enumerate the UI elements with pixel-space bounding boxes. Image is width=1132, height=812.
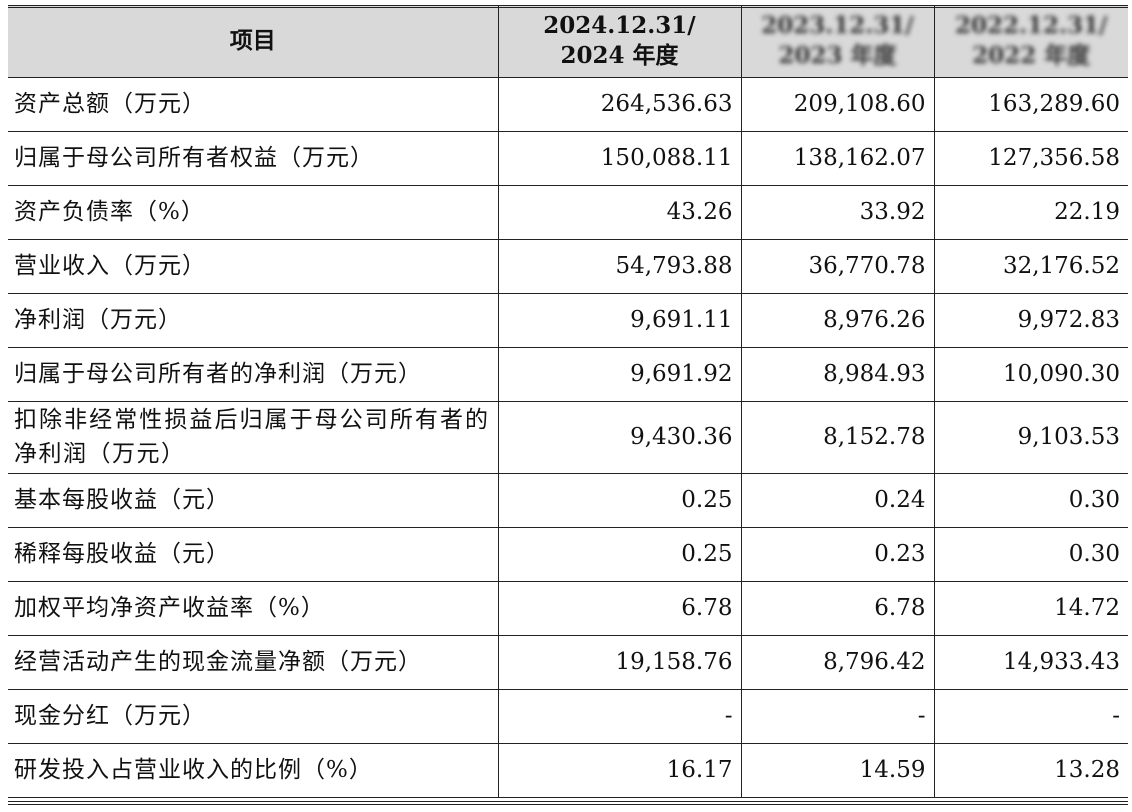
header-2024: 2024.12.31/ 2024 年度 [498, 5, 742, 78]
row-label: 营业收入（万元） [8, 239, 499, 294]
table-body: 资产总额（万元） 264,536.63 209,108.60 163,289.6… [8, 77, 1128, 798]
row-label: 稀释每股收益（元） [8, 527, 499, 582]
cell-2023: 36,770.78 [741, 239, 935, 294]
table-row: 归属于母公司所有者的净利润（万元） 9,691.92 8,984.93 10,0… [8, 347, 1128, 402]
header-row: 项目 2024.12.31/ 2024 年度 2023.12.31/ 2023 … [8, 5, 1128, 78]
header-2023: 2023.12.31/ 2023 年度 [741, 5, 935, 78]
cell-2022: 0.30 [934, 473, 1128, 528]
cell-2022: 10,090.30 [934, 347, 1128, 402]
header-2022-line2: 2022 年度 [972, 41, 1091, 69]
header-2024-line1: 2024.12.31/ [543, 11, 696, 39]
cell-2024: 9,691.92 [498, 347, 742, 402]
cell-2022: 127,356.58 [934, 131, 1128, 186]
cell-2022: 9,972.83 [934, 293, 1128, 348]
row-label: 加权平均净资产收益率（%） [8, 581, 499, 636]
header-2023-line2: 2023 年度 [778, 41, 897, 69]
cell-2022: - [934, 689, 1128, 744]
cell-2023: 0.23 [741, 527, 935, 582]
cell-2023: 14.59 [741, 743, 935, 798]
table-top-rule [8, 5, 1128, 8]
cell-2024: 150,088.11 [498, 131, 742, 186]
cell-2022: 0.30 [934, 527, 1128, 582]
cell-2024: 19,158.76 [498, 635, 742, 690]
cell-2023: 209,108.60 [741, 77, 935, 132]
table-row: 基本每股收益（元） 0.25 0.24 0.30 [8, 473, 1128, 528]
row-label: 扣除非经常性损益后归属于母公司所有者的净利润（万元） [8, 401, 499, 474]
table-row: 营业收入（万元） 54,793.88 36,770.78 32,176.52 [8, 239, 1128, 294]
cell-2024: 16.17 [498, 743, 742, 798]
table-row: 资产总额（万元） 264,536.63 209,108.60 163,289.6… [8, 77, 1128, 132]
cell-2024: 43.26 [498, 185, 742, 240]
cell-2024: 264,536.63 [498, 77, 742, 132]
financial-summary-table: 项目 2024.12.31/ 2024 年度 2023.12.31/ 2023 … [8, 5, 1128, 798]
table-row: 资产负债率（%） 43.26 33.92 22.19 [8, 185, 1128, 240]
cell-2024: 6.78 [498, 581, 742, 636]
table-row: 研发投入占营业收入的比例（%） 16.17 14.59 13.28 [8, 743, 1128, 798]
cell-2023: 0.24 [741, 473, 935, 528]
cell-2024: 54,793.88 [498, 239, 742, 294]
header-2022-line1: 2022.12.31/ [955, 11, 1108, 39]
cell-2024: 0.25 [498, 473, 742, 528]
table-row: 经营活动产生的现金流量净额（万元） 19,158.76 8,796.42 14,… [8, 635, 1128, 690]
cell-2022: 14.72 [934, 581, 1128, 636]
row-label: 研发投入占营业收入的比例（%） [8, 743, 499, 798]
cell-2024: - [498, 689, 742, 744]
row-label: 归属于母公司所有者权益（万元） [8, 131, 499, 186]
header-2023-line1: 2023.12.31/ [761, 11, 914, 39]
row-label: 净利润（万元） [8, 293, 499, 348]
row-label: 现金分红（万元） [8, 689, 499, 744]
cell-2022: 22.19 [934, 185, 1128, 240]
cell-2022: 14,933.43 [934, 635, 1128, 690]
table-row: 加权平均净资产收益率（%） 6.78 6.78 14.72 [8, 581, 1128, 636]
table-bottom-rule [8, 801, 1128, 805]
cell-2023: 8,796.42 [741, 635, 935, 690]
table-row: 现金分红（万元） - - - [8, 689, 1128, 744]
cell-2023: 6.78 [741, 581, 935, 636]
row-label: 归属于母公司所有者的净利润（万元） [8, 347, 499, 402]
cell-2022: 32,176.52 [934, 239, 1128, 294]
header-2024-line2: 2024 年度 [560, 41, 679, 69]
cell-2024: 9,430.36 [498, 401, 742, 474]
row-label: 经营活动产生的现金流量净额（万元） [8, 635, 499, 690]
cell-2022: 9,103.53 [934, 401, 1128, 474]
cell-2023: 8,976.26 [741, 293, 935, 348]
cell-2023: - [741, 689, 935, 744]
row-label: 资产总额（万元） [8, 77, 499, 132]
header-item: 项目 [8, 5, 499, 78]
cell-2023: 8,152.78 [741, 401, 935, 474]
cell-2024: 9,691.11 [498, 293, 742, 348]
table-row: 归属于母公司所有者权益（万元） 150,088.11 138,162.07 12… [8, 131, 1128, 186]
row-label: 基本每股收益（元） [8, 473, 499, 528]
cell-2023: 8,984.93 [741, 347, 935, 402]
cell-2022: 13.28 [934, 743, 1128, 798]
table-row: 稀释每股收益（元） 0.25 0.23 0.30 [8, 527, 1128, 582]
financial-summary-table-container: 项目 2024.12.31/ 2024 年度 2023.12.31/ 2023 … [8, 5, 1128, 805]
row-label: 资产负债率（%） [8, 185, 499, 240]
cell-2024: 0.25 [498, 527, 742, 582]
table-header: 项目 2024.12.31/ 2024 年度 2023.12.31/ 2023 … [8, 5, 1128, 78]
header-2022: 2022.12.31/ 2022 年度 [934, 5, 1128, 78]
table-row: 扣除非经常性损益后归属于母公司所有者的净利润（万元） 9,430.36 8,15… [8, 401, 1128, 474]
cell-2023: 33.92 [741, 185, 935, 240]
table-row: 净利润（万元） 9,691.11 8,976.26 9,972.83 [8, 293, 1128, 348]
cell-2023: 138,162.07 [741, 131, 935, 186]
cell-2022: 163,289.60 [934, 77, 1128, 132]
